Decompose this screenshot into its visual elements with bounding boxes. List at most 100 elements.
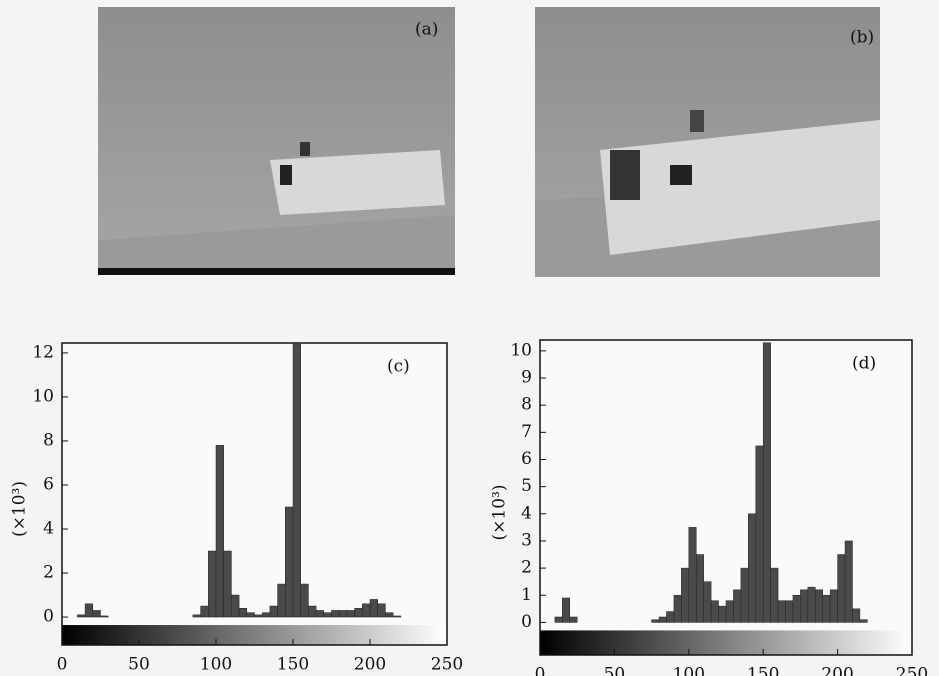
bar: [354, 607, 363, 618]
bar: [740, 567, 749, 623]
bar: [323, 612, 332, 618]
bar: [673, 595, 682, 623]
bar: [338, 610, 348, 618]
bar: [770, 567, 779, 623]
x-tick-label: 0: [535, 665, 546, 676]
bar: [315, 610, 325, 618]
y-tick-label: 3: [521, 530, 532, 550]
plot-frame: [61, 342, 448, 646]
bar: [192, 614, 201, 618]
bar: [658, 616, 667, 623]
x-tick-label: 250: [896, 665, 928, 676]
bar: [392, 615, 402, 618]
bar: [77, 614, 86, 618]
x-tick-label: 100: [673, 665, 705, 676]
y-axis-label: (×10³): [10, 481, 30, 537]
bar: [292, 343, 301, 618]
y-tick-label: 4: [521, 503, 532, 523]
bar: [215, 445, 224, 618]
bar: [837, 554, 846, 623]
bar: [748, 513, 757, 623]
y-tick-label: 4: [43, 518, 54, 538]
bar: [822, 595, 831, 623]
bar: [852, 608, 861, 623]
bar: [807, 586, 816, 623]
photo-a: (a): [98, 7, 455, 275]
bar: [777, 600, 786, 623]
x-tick-label: 50: [128, 655, 150, 675]
bar: [755, 445, 764, 623]
bar: [285, 506, 294, 618]
x-tick-label: 0: [57, 655, 68, 675]
y-tick-label: 6: [43, 474, 54, 494]
bar: [815, 589, 823, 623]
y-tick-label: 8: [43, 430, 54, 450]
y-tick-label: 1: [521, 585, 532, 605]
bar: [231, 594, 240, 618]
bar: [695, 554, 704, 623]
x-tick-label: 150: [747, 665, 779, 676]
plot-background: [62, 343, 447, 645]
y-tick-label: 10: [510, 340, 532, 360]
bar: [238, 607, 248, 618]
bar: [666, 611, 675, 623]
y-tick-label: 2: [521, 558, 532, 578]
bar: [562, 597, 571, 623]
bar: [84, 603, 94, 618]
bar: [718, 605, 727, 623]
x-tick-label: 150: [277, 655, 309, 675]
y-tick-label: 9: [521, 368, 532, 388]
bar: [733, 589, 742, 623]
bar: [208, 550, 217, 618]
x-tick-label: 200: [821, 665, 853, 676]
bar: [785, 600, 794, 623]
bar: [829, 589, 838, 623]
bar: [100, 615, 109, 618]
x-tick-label: 100: [200, 655, 232, 675]
photo-b: (b): [535, 7, 880, 277]
x-tick-label: 50: [604, 665, 626, 676]
bar: [308, 605, 317, 618]
bar: [261, 612, 271, 618]
photo-label: (a): [415, 20, 438, 40]
bar: [844, 540, 853, 623]
bar: [92, 610, 101, 618]
bar: [246, 612, 255, 618]
bar: [792, 595, 801, 623]
panel-label: (d): [852, 354, 876, 374]
bar: [725, 600, 734, 623]
bar: [254, 614, 263, 618]
y-tick-label: 7: [521, 422, 532, 442]
bar: [300, 583, 309, 618]
plot-frame: [539, 339, 913, 656]
gray-scale-bar: [540, 630, 912, 655]
bar: [377, 603, 386, 618]
bar: [800, 589, 809, 623]
panel-label: (c): [387, 357, 410, 377]
y-axis-label: (×10³): [490, 485, 510, 541]
photo-label: (b): [850, 28, 874, 48]
bar: [269, 605, 278, 618]
bar: [703, 581, 712, 623]
bar: [762, 342, 771, 623]
bar: [859, 619, 868, 623]
bar: [277, 583, 286, 618]
x-tick-label: 250: [431, 655, 463, 675]
y-tick-label: 0: [521, 612, 532, 632]
y-tick-label: 8: [521, 395, 532, 415]
bar: [681, 567, 690, 623]
y-tick-label: 2: [43, 563, 54, 583]
bar: [369, 599, 378, 618]
bar: [569, 616, 578, 623]
gray-scale-bar: [62, 625, 447, 645]
bar: [223, 550, 232, 618]
y-tick-label: 6: [521, 449, 532, 469]
y-tick-label: 5: [521, 476, 532, 496]
bar: [200, 605, 209, 618]
bar: [710, 600, 719, 623]
bar: [688, 527, 697, 623]
bar: [362, 603, 371, 618]
y-tick-label: 0: [43, 607, 54, 627]
bar: [554, 616, 563, 623]
